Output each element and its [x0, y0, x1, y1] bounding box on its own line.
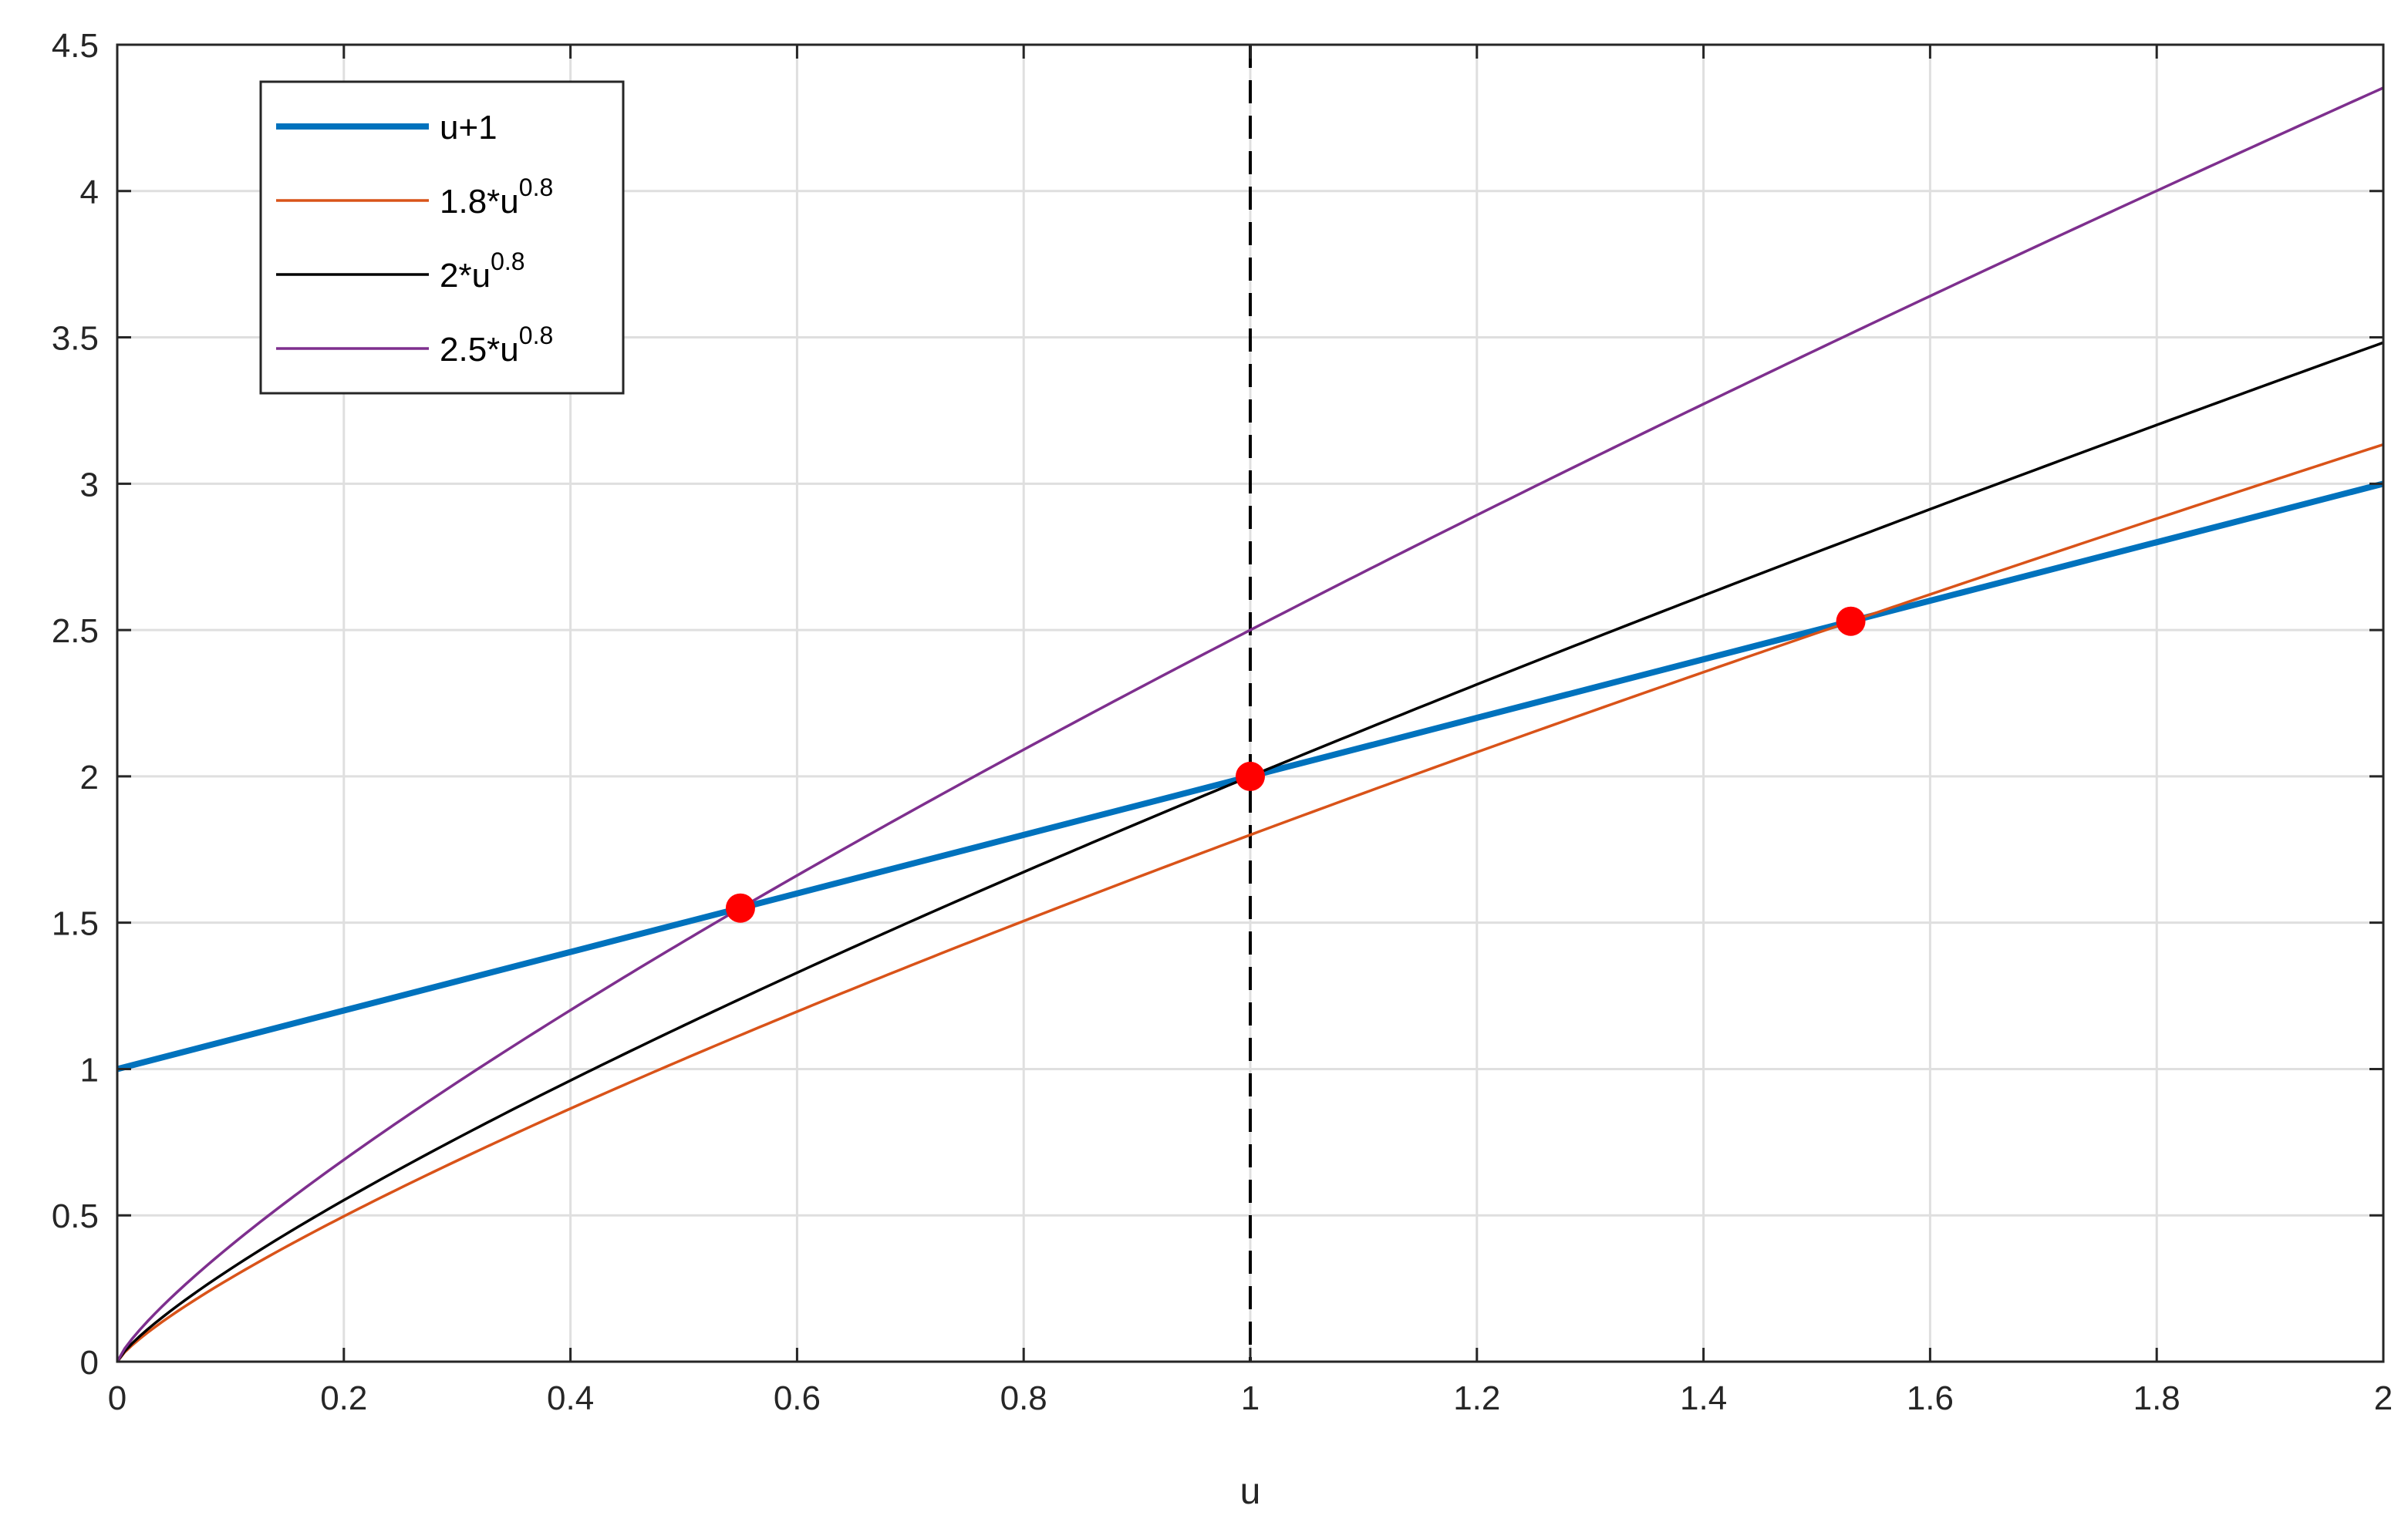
y-tick-label: 0.5 — [52, 1197, 99, 1235]
x-tick-label: 0 — [108, 1379, 126, 1417]
x-tick-label: 0.2 — [320, 1379, 367, 1417]
y-tick-label: 2.5 — [52, 612, 99, 650]
axes — [116, 43, 2385, 1363]
legend-box — [259, 80, 625, 395]
y-tick-label: 3.5 — [52, 320, 99, 358]
highlight-points — [725, 606, 1866, 923]
x-tick-label: 0.4 — [547, 1379, 594, 1417]
highlight-point — [1836, 606, 1866, 636]
legend-label-exponent: 0.8 — [491, 248, 524, 275]
x-tick-label: 2 — [2374, 1379, 2393, 1417]
y-tick-label: 3 — [80, 466, 99, 503]
legend-label-exponent: 0.8 — [519, 322, 553, 349]
x-tick-label: 1 — [1241, 1379, 1260, 1417]
x-tick-label: 0.8 — [1000, 1379, 1047, 1417]
x-tick-label: 1.6 — [1907, 1379, 1954, 1417]
series-line — [116, 86, 2384, 1362]
y-tick-label: 2 — [80, 759, 99, 796]
highlight-point — [725, 893, 755, 923]
legend-label: u+1 — [440, 109, 497, 147]
series-line — [116, 443, 2384, 1363]
y-tick-labels: 0 0.5 1 1.5 2 2.5 3 3.5 4 4.5 — [52, 27, 99, 1382]
x-tick-label: 1.2 — [1453, 1379, 1500, 1417]
x-tick-labels: 0 0.2 0.4 0.6 0.8 1 1.2 1.4 1.6 1.8 2 — [108, 1379, 2393, 1417]
legend-label-exponent: 0.8 — [519, 173, 553, 201]
x-tick-label: 0.6 — [774, 1379, 821, 1417]
y-tick-label: 1.5 — [52, 905, 99, 943]
x-tick-label: 1.8 — [2133, 1379, 2180, 1417]
y-tick-label: 4.5 — [52, 27, 99, 65]
y-tick-label: 0 — [80, 1344, 99, 1382]
y-tick-label: 4 — [80, 173, 99, 211]
legend: u+11.8*u0.82*u0.82.5*u0.8 — [259, 80, 625, 395]
highlight-point — [1236, 761, 1265, 791]
y-tick-label: 1 — [80, 1051, 99, 1089]
x-axis-label: u — [1240, 1471, 1261, 1512]
x-tick-label: 1.4 — [1680, 1379, 1727, 1417]
